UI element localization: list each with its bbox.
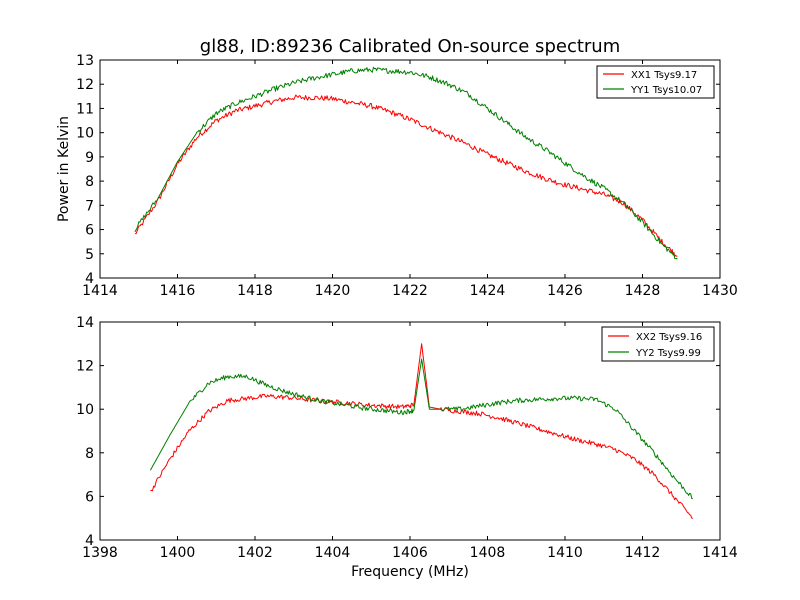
y-tick-label: 6	[85, 223, 94, 239]
x-tick-label: 1428	[625, 283, 661, 299]
x-tick-label: 1424	[470, 283, 506, 299]
x-tick-label: 1408	[470, 545, 506, 561]
y-tick-label: 8	[85, 446, 94, 462]
y-tick-label: 12	[76, 77, 94, 93]
chart-bottom-xlabel: Frequency (MHz)	[351, 564, 469, 580]
x-tick-label: 1414	[702, 545, 738, 561]
x-tick-label: 1418	[237, 283, 273, 299]
x-tick-label: 1404	[315, 545, 351, 561]
x-tick-label: 1426	[547, 283, 583, 299]
x-tick-label: 1410	[547, 545, 583, 561]
x-tick-label: 1422	[392, 283, 428, 299]
y-tick-label: 8	[85, 174, 94, 190]
x-tick-label: 1412	[625, 545, 661, 561]
y-tick-label: 5	[85, 247, 94, 263]
legend-label-xx1: XX1 Tsys9.17	[631, 70, 697, 81]
chart-top-ylabel: Power in Kelvin	[56, 116, 72, 222]
x-tick-label: 1402	[237, 545, 273, 561]
x-tick-label: 1430	[702, 283, 738, 299]
y-tick-label: 7	[85, 198, 94, 214]
chart-bottom-legend-box	[601, 326, 715, 362]
y-tick-label: 13	[76, 53, 94, 69]
x-tick-label: 1398	[82, 545, 118, 561]
x-tick-label: 1406	[392, 545, 428, 561]
x-tick-label: 1420	[315, 283, 351, 299]
y-tick-label: 4	[85, 271, 94, 287]
series-line-bottom-1	[149, 358, 693, 500]
y-tick-label: 12	[76, 359, 94, 375]
x-tick-label: 1416	[160, 283, 196, 299]
series-line-top-0	[134, 94, 678, 257]
series-line-top-1	[134, 66, 678, 260]
y-tick-label: 6	[85, 489, 94, 505]
chart-top-legend-box	[596, 65, 715, 99]
legend-label-yy1: YY1 Tsys10.07	[630, 85, 702, 96]
legend-label-yy2: YY2 Tsys9.99	[635, 348, 701, 359]
y-tick-label: 11	[76, 101, 94, 117]
y-tick-label: 10	[76, 402, 94, 418]
chart-top-title: gl88, ID:89236 Calibrated On-source spec…	[200, 36, 620, 57]
y-tick-label: 14	[76, 315, 94, 331]
x-tick-label: 1400	[160, 545, 196, 561]
x-tick-label: 1414	[82, 283, 118, 299]
chart-bottom: Frequency (MHz) 1398 1400 1402 1404 1406 1408…	[76, 315, 738, 580]
y-tick-label: 10	[76, 126, 94, 142]
legend-label-xx2: XX2 Tsys9.16	[636, 332, 702, 343]
chart-top: gl88, ID:89236 Calibrated On-source spec…	[56, 36, 738, 299]
y-tick-label: 9	[85, 150, 94, 166]
chart-top-legend: XX1 Tsys9.17 YY1 Tsys10.07	[596, 65, 715, 99]
chart-bottom-legend: XX2 Tsys9.16 YY2 Tsys9.99	[601, 326, 715, 362]
y-tick-label: 4	[85, 533, 94, 549]
series-line-bottom-0	[150, 343, 693, 519]
